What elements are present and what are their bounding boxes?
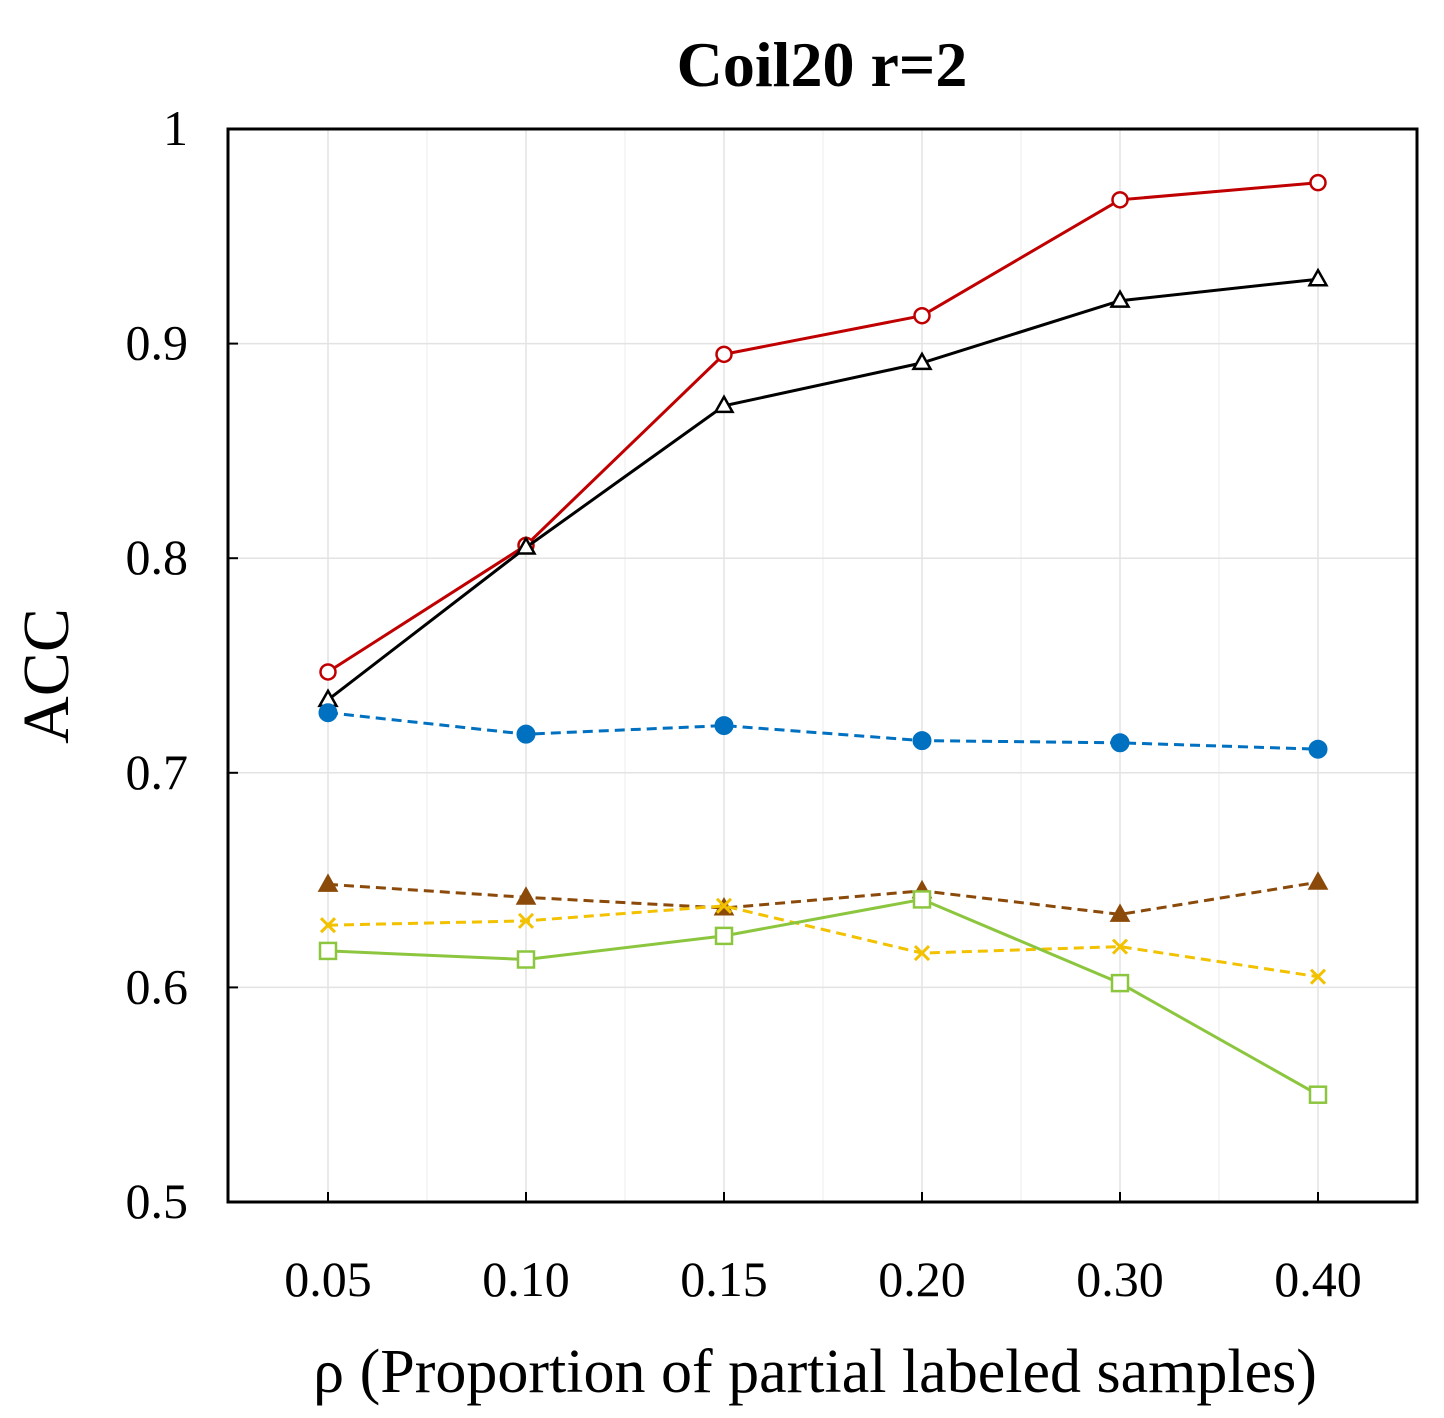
y-tick-label: 1 (163, 100, 188, 156)
plot-area-frame (226, 127, 1419, 1204)
y-axis-label: ACC (10, 608, 83, 744)
data-point (1110, 973, 1130, 993)
data-point (1309, 968, 1327, 985)
data-point (714, 926, 734, 946)
data-point (1308, 1085, 1328, 1104)
data-point (318, 703, 338, 723)
data-point (516, 724, 536, 744)
x-tick-label: 0.40 (1274, 1251, 1362, 1307)
y-tick-label: 0.8 (126, 529, 189, 585)
data-point (713, 394, 735, 414)
grid (228, 128, 1417, 1203)
chart-title: Coil20 r=2 (677, 29, 968, 100)
data-point (515, 535, 537, 555)
data-point (515, 886, 537, 905)
y-tick-label: 0.6 (126, 958, 189, 1014)
data-point (1109, 289, 1131, 308)
series-line (327, 181, 1319, 674)
series-line (327, 897, 1319, 1097)
data-point (1110, 733, 1130, 753)
x-tick-label: 0.30 (1076, 1251, 1164, 1307)
data-point (1309, 173, 1327, 192)
x-tick-label: 0.20 (878, 1251, 966, 1307)
data-point (317, 873, 339, 892)
data-point (1307, 267, 1329, 287)
data-point (911, 351, 933, 371)
data-point (715, 897, 733, 914)
x-tick-label: 0.10 (482, 1251, 570, 1307)
data-point (319, 917, 337, 934)
series-black-triangle (317, 267, 1329, 708)
series-line (327, 904, 1319, 979)
data-point (715, 345, 733, 364)
data-point (516, 950, 536, 969)
y-axis-ticks: 0.5 0.6 0.7 0.8 0.9 1 (126, 100, 238, 1229)
series-green-square (318, 890, 1328, 1104)
data-point (1307, 871, 1329, 890)
y-tick-label: 0.7 (126, 744, 189, 800)
x-tick-label: 0.05 (284, 1251, 372, 1307)
data-point (912, 731, 932, 751)
y-tick-label: 0.9 (126, 315, 189, 371)
data-point (913, 306, 931, 325)
data-point (318, 941, 338, 961)
series-yellow-cross (319, 897, 1327, 985)
series-layer (317, 173, 1329, 1104)
y-tick-label: 0.5 (126, 1173, 189, 1229)
data-point (913, 945, 931, 962)
series-line (327, 277, 1319, 701)
data-point (1111, 938, 1129, 955)
data-point (912, 890, 932, 909)
x-axis-ticks: 0.05 0.10 0.15 0.20 0.30 0.40 (284, 1192, 1362, 1307)
series-line (327, 711, 1319, 751)
x-tick-label: 0.15 (680, 1251, 768, 1307)
series-line (327, 880, 1319, 916)
data-point (517, 912, 535, 929)
series-blue-dot (318, 703, 1328, 759)
data-point (1109, 903, 1131, 922)
data-point (1111, 191, 1129, 209)
x-axis-label: ρ (Proportion of partial labeled samples… (313, 1338, 1317, 1406)
series-red-circle (319, 173, 1327, 681)
data-point (1308, 739, 1328, 759)
data-point (319, 663, 337, 681)
data-point (714, 716, 734, 736)
